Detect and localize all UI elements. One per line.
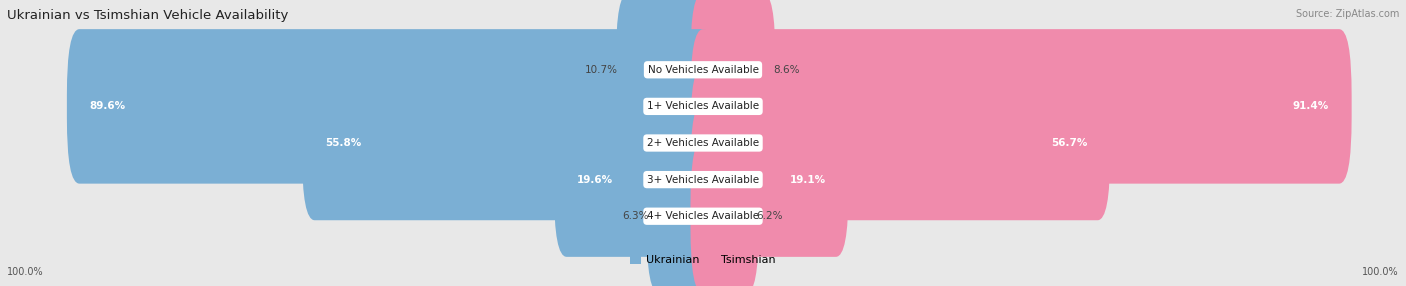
Text: 2+ Vehicles Available: 2+ Vehicles Available bbox=[647, 138, 759, 148]
Text: 100.0%: 100.0% bbox=[1362, 267, 1399, 277]
Text: 1+ Vehicles Available: 1+ Vehicles Available bbox=[647, 102, 759, 111]
FancyBboxPatch shape bbox=[616, 0, 716, 147]
FancyBboxPatch shape bbox=[690, 66, 1111, 220]
FancyBboxPatch shape bbox=[0, 22, 1406, 191]
Text: 19.1%: 19.1% bbox=[789, 175, 825, 184]
FancyBboxPatch shape bbox=[67, 29, 716, 184]
Text: Ukrainian vs Tsimshian Vehicle Availability: Ukrainian vs Tsimshian Vehicle Availabil… bbox=[7, 9, 288, 21]
Text: Source: ZipAtlas.com: Source: ZipAtlas.com bbox=[1295, 9, 1399, 19]
Text: 4+ Vehicles Available: 4+ Vehicles Available bbox=[647, 211, 759, 221]
Text: 100.0%: 100.0% bbox=[7, 267, 44, 277]
Text: 91.4%: 91.4% bbox=[1292, 102, 1329, 111]
Text: 3+ Vehicles Available: 3+ Vehicles Available bbox=[647, 175, 759, 184]
FancyBboxPatch shape bbox=[302, 66, 716, 220]
Text: 89.6%: 89.6% bbox=[90, 102, 127, 111]
FancyBboxPatch shape bbox=[0, 58, 1406, 228]
Text: 19.6%: 19.6% bbox=[576, 175, 613, 184]
FancyBboxPatch shape bbox=[554, 102, 716, 257]
FancyBboxPatch shape bbox=[0, 95, 1406, 264]
Text: 6.2%: 6.2% bbox=[756, 211, 783, 221]
FancyBboxPatch shape bbox=[647, 139, 716, 286]
FancyBboxPatch shape bbox=[690, 139, 759, 286]
Text: 8.6%: 8.6% bbox=[773, 65, 800, 75]
FancyBboxPatch shape bbox=[690, 29, 1351, 184]
Text: 6.3%: 6.3% bbox=[623, 211, 648, 221]
FancyBboxPatch shape bbox=[0, 132, 1406, 286]
Legend: Ukrainian, Tsimshian: Ukrainian, Tsimshian bbox=[626, 250, 780, 269]
Text: 56.7%: 56.7% bbox=[1050, 138, 1087, 148]
Text: 10.7%: 10.7% bbox=[585, 65, 619, 75]
FancyBboxPatch shape bbox=[0, 0, 1406, 154]
Text: No Vehicles Available: No Vehicles Available bbox=[648, 65, 758, 75]
Text: 55.8%: 55.8% bbox=[325, 138, 361, 148]
FancyBboxPatch shape bbox=[690, 0, 775, 147]
FancyBboxPatch shape bbox=[690, 102, 848, 257]
